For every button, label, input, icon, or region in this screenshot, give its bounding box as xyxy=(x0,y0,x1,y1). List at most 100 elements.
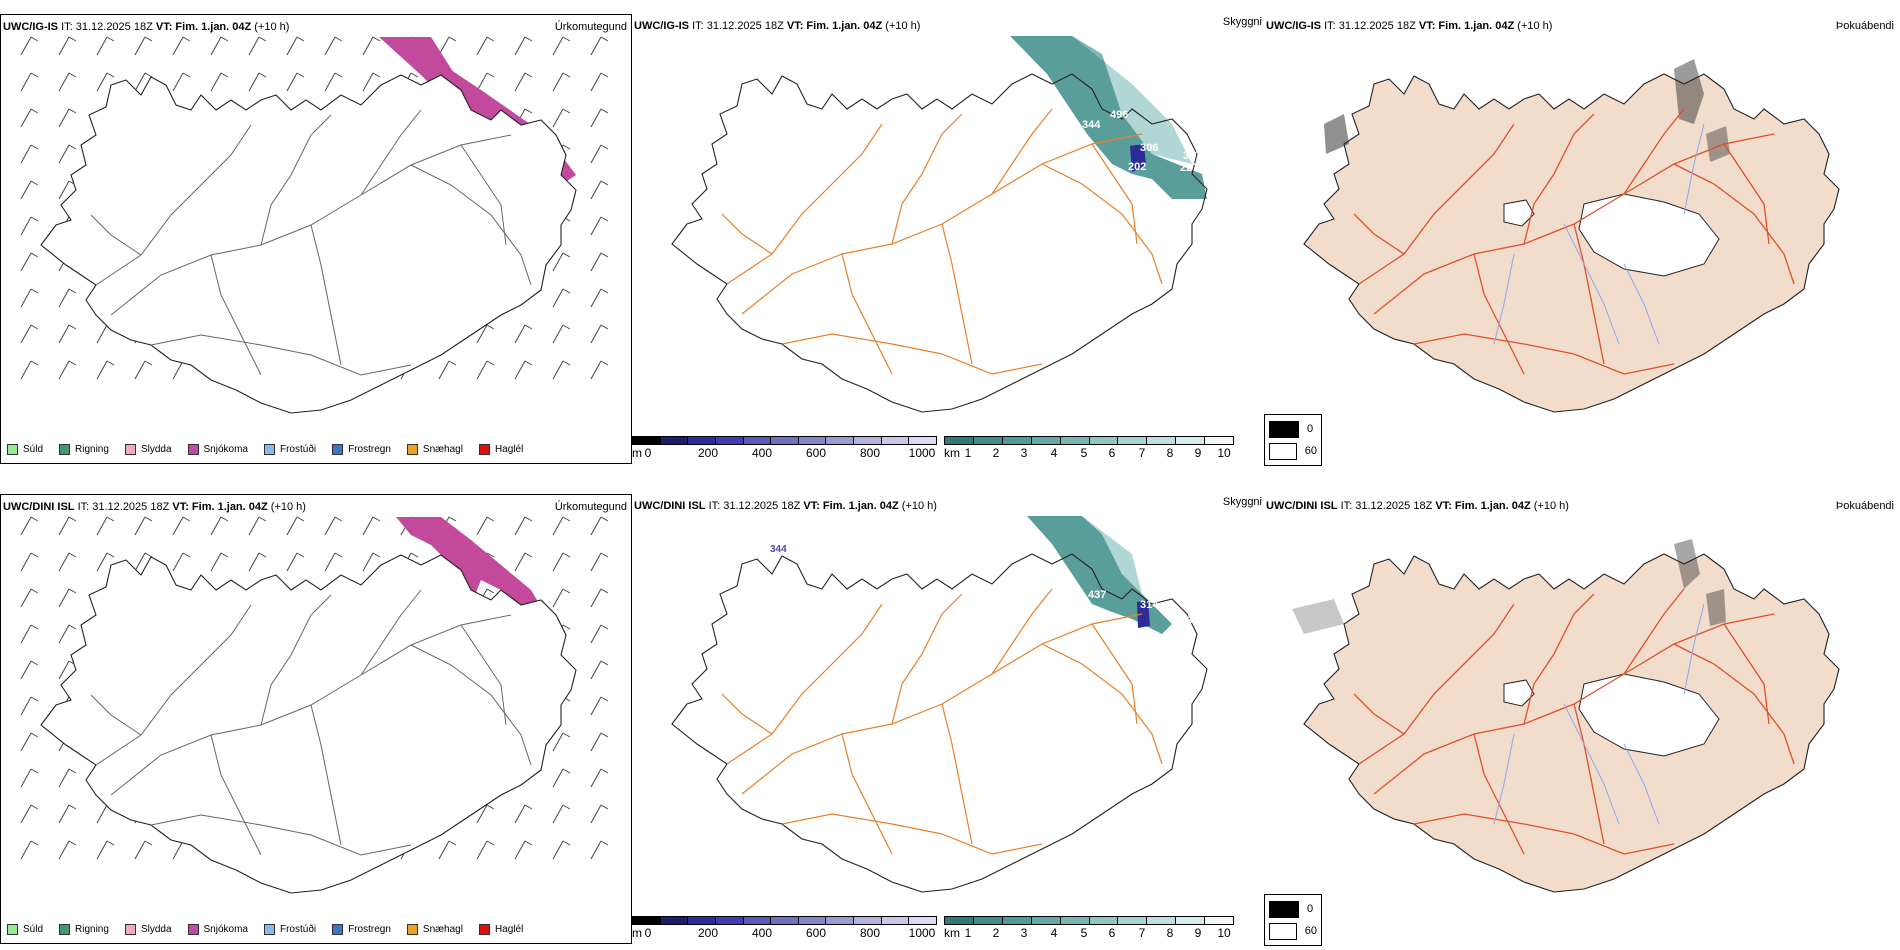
river-line xyxy=(1623,263,1660,345)
legend-swatch xyxy=(406,924,418,935)
colorbar-bar xyxy=(632,916,937,925)
road-line xyxy=(781,813,1043,855)
panel-title: Úrkomutegund xyxy=(554,21,627,33)
legend-item: Snjókoma xyxy=(187,924,248,935)
road-line xyxy=(95,604,252,766)
wind-barb xyxy=(476,840,488,860)
colorbar-tick: 0 xyxy=(644,926,652,940)
wind-barb-flag xyxy=(600,36,609,42)
panel-title: Úrkomutegund xyxy=(554,501,627,513)
wind-barb-flag xyxy=(600,696,609,702)
legend-item: Snæhagl xyxy=(406,444,463,455)
road-line xyxy=(1673,163,1795,285)
wind-barb-flag xyxy=(562,72,571,78)
wind-barb xyxy=(248,552,260,572)
wind-barb xyxy=(20,660,32,680)
wind-barb-flag xyxy=(562,252,571,258)
panel-header: UWC/DINI ISL IT: 31.12.2025 18Z VT: Fim.… xyxy=(3,501,306,513)
road-line xyxy=(1041,163,1163,285)
wind-barb xyxy=(20,72,32,92)
wind-barb xyxy=(552,768,564,788)
road-line xyxy=(260,594,332,726)
wind-barb-flag xyxy=(486,516,495,522)
wind-barb-flag xyxy=(30,840,39,846)
wind-barb-flag xyxy=(486,324,495,330)
wind-barb-flag xyxy=(68,516,77,522)
colorbar-tick: 400 xyxy=(751,446,773,460)
glacier-area xyxy=(1503,679,1535,707)
wind-barb xyxy=(134,552,146,572)
iceland-map-visibility-bottom: 344 437 314 130 xyxy=(671,516,1208,893)
wind-barb-flag xyxy=(600,360,609,366)
wind-barb-flag xyxy=(258,72,267,78)
wind-barb-flag xyxy=(30,288,39,294)
wind-barb xyxy=(58,72,70,92)
wind-barb xyxy=(20,768,32,788)
wind-barb-flag xyxy=(600,252,609,258)
wind-barb-flag xyxy=(600,108,609,114)
wind-barb-flag xyxy=(106,36,115,42)
glacier-area xyxy=(1578,193,1720,277)
wind-barb-flag xyxy=(562,624,571,630)
wind-barb xyxy=(58,288,70,308)
wind-barb-flag xyxy=(600,588,609,594)
legend-swatch xyxy=(263,924,275,935)
iceland-outline xyxy=(671,553,1208,893)
road-line xyxy=(310,224,342,366)
wind-barb-flag xyxy=(600,552,609,558)
wind-barb-flag xyxy=(372,72,381,78)
colorbar-unit: km xyxy=(944,446,960,460)
wind-barb-flag xyxy=(68,144,77,150)
wind-barb xyxy=(286,36,298,56)
iceland-outline xyxy=(40,554,577,894)
wind-barb-flag xyxy=(600,216,609,222)
legend-item: Frostúði xyxy=(263,444,316,455)
wind-barb-flag xyxy=(30,252,39,258)
wind-barb xyxy=(172,516,184,536)
river-line xyxy=(1563,223,1620,345)
road-line xyxy=(1353,693,1405,735)
road-line xyxy=(90,694,142,736)
wind-barb xyxy=(286,552,298,572)
legend-swatch xyxy=(59,924,71,935)
wind-barb xyxy=(172,36,184,56)
road-line xyxy=(991,108,1053,195)
legend-swatch xyxy=(124,924,136,935)
wind-barb xyxy=(20,840,32,860)
wind-barb xyxy=(248,516,260,536)
wind-barb xyxy=(210,36,222,56)
low-visibility-area-light xyxy=(1072,36,1192,164)
legend-item: Rigning xyxy=(59,924,109,935)
wind-barb-flag xyxy=(524,324,533,330)
wind-barb xyxy=(552,36,564,56)
legend-item: Súld xyxy=(7,924,43,935)
wind-barb xyxy=(590,180,602,200)
wind-barb-flag xyxy=(106,72,115,78)
rivers xyxy=(1493,603,1705,825)
colorbar-tick: 1000 xyxy=(908,926,936,940)
wind-barb-flag xyxy=(448,840,457,846)
wind-barb xyxy=(58,360,70,380)
colorbar-tick: 7 xyxy=(1138,926,1146,940)
wind-barb-flag xyxy=(334,72,343,78)
wind-barb-flag xyxy=(220,72,229,78)
wind-barb-flag xyxy=(68,108,77,114)
wind-barb xyxy=(438,36,450,56)
road-line xyxy=(941,223,973,365)
wind-barb-flag xyxy=(220,36,229,42)
colorbar-tick: 8 xyxy=(1166,926,1174,940)
road-line xyxy=(1573,703,1605,845)
wind-barb-flag xyxy=(68,324,77,330)
colorbar-tick: 800 xyxy=(859,446,881,460)
iceland-outline xyxy=(40,74,577,414)
wind-barb-flag xyxy=(258,552,267,558)
wind-barb-flag xyxy=(600,768,609,774)
fog-index-panel-bottom: UWC/DINI ISL IT: 31.12.2025 18Z VT: Fim.… xyxy=(1264,494,1900,946)
wind-barb xyxy=(590,108,602,128)
wind-barb-flag xyxy=(600,288,609,294)
wind-barb-flag xyxy=(562,108,571,114)
wind-barb xyxy=(134,516,146,536)
fog-shading xyxy=(1674,59,1704,124)
colorbar-tick: 3 xyxy=(1020,926,1028,940)
roads xyxy=(1353,588,1795,855)
